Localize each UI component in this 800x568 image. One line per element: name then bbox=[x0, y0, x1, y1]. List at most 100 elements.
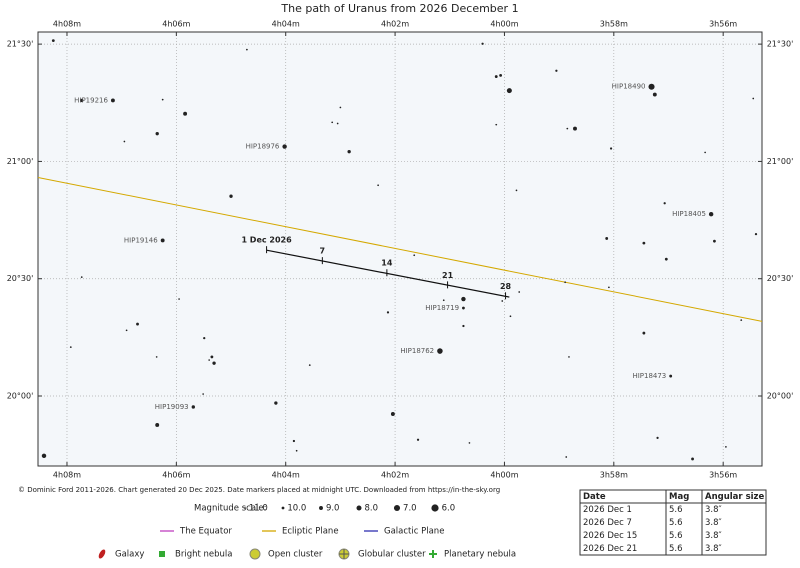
star bbox=[203, 337, 206, 340]
mag-label: 6.0 bbox=[442, 504, 456, 514]
mag-label: 7.0 bbox=[403, 504, 417, 514]
star bbox=[462, 324, 465, 328]
x-tick-label: 4h02m bbox=[381, 471, 409, 480]
table-cell: 2026 Dec 1 bbox=[583, 505, 632, 515]
y-tick-label: 21°30' bbox=[7, 40, 34, 49]
star-label: HIP18473 bbox=[632, 372, 666, 380]
x-tick-label: 3h58m bbox=[600, 471, 628, 480]
star bbox=[518, 291, 521, 293]
star bbox=[565, 456, 568, 458]
legend-label: Ecliptic Plane bbox=[282, 527, 339, 537]
table-cell: 2026 Dec 15 bbox=[583, 531, 637, 541]
x-tick-label: 4h00m bbox=[490, 471, 518, 480]
x-tick-label: 4h04m bbox=[272, 471, 300, 480]
star bbox=[212, 361, 216, 365]
star bbox=[210, 355, 214, 359]
legend-label: Planetary nebula bbox=[444, 550, 516, 560]
star bbox=[656, 436, 659, 439]
star bbox=[499, 74, 503, 77]
x-tick-label: 4h02m bbox=[381, 20, 409, 29]
mag-label: 10.0 bbox=[287, 504, 306, 514]
table-header: Mag bbox=[669, 492, 689, 502]
mag-label: 11.0 bbox=[249, 504, 268, 514]
star bbox=[691, 457, 694, 461]
x-tick-label: 3h58m bbox=[600, 20, 628, 29]
star-label: HIP19093 bbox=[155, 403, 189, 411]
star bbox=[481, 42, 484, 45]
table-cell: 5.6 bbox=[669, 531, 683, 541]
mag-scale-title: Magnitude scale: bbox=[194, 504, 267, 514]
star bbox=[80, 98, 84, 103]
star bbox=[51, 39, 55, 43]
mag-sample bbox=[356, 505, 362, 511]
star bbox=[160, 238, 165, 243]
star-label: HIP19216 bbox=[74, 96, 108, 104]
y-tick-label: 21°00' bbox=[767, 157, 794, 166]
star bbox=[609, 147, 613, 150]
y-tick-label: 20°00' bbox=[7, 392, 34, 401]
star bbox=[331, 121, 334, 124]
star bbox=[155, 356, 158, 358]
table-cell: 3.8″ bbox=[705, 531, 722, 541]
mag-label: 8.0 bbox=[365, 504, 379, 514]
legend-label: The Equator bbox=[179, 527, 232, 537]
chart-title: The path of Uranus from 2026 December 1 bbox=[280, 2, 518, 15]
star bbox=[178, 298, 180, 300]
legend-label: Open cluster bbox=[268, 550, 323, 560]
star bbox=[752, 97, 755, 100]
star bbox=[664, 257, 668, 261]
star-label: HIP19146 bbox=[124, 236, 158, 244]
star bbox=[564, 281, 566, 284]
star bbox=[648, 83, 655, 90]
star bbox=[725, 445, 727, 448]
star bbox=[183, 111, 188, 116]
x-tick-label: 3h56m bbox=[709, 471, 737, 480]
star bbox=[295, 449, 298, 452]
x-tick-label: 3h56m bbox=[709, 20, 737, 29]
x-tick-label: 4h06m bbox=[162, 471, 190, 480]
star bbox=[754, 233, 758, 236]
star bbox=[80, 276, 83, 279]
date-label: 14 bbox=[381, 259, 393, 268]
table-cell: 3.8″ bbox=[705, 505, 722, 515]
mag-sample bbox=[431, 504, 439, 512]
star bbox=[605, 237, 609, 240]
star bbox=[386, 311, 390, 314]
star bbox=[515, 189, 518, 192]
table-cell: 5.6 bbox=[669, 544, 683, 554]
star bbox=[713, 239, 716, 243]
star bbox=[347, 149, 351, 154]
star bbox=[246, 48, 248, 51]
star-label: HIP18976 bbox=[246, 143, 280, 151]
star bbox=[555, 69, 558, 72]
table-cell: 5.6 bbox=[669, 505, 683, 515]
star bbox=[642, 331, 646, 335]
star bbox=[413, 254, 416, 257]
ecliptic-line bbox=[37, 176, 763, 322]
star bbox=[461, 296, 466, 302]
star bbox=[462, 306, 465, 310]
y-tick-label: 21°30' bbox=[767, 40, 794, 49]
star bbox=[501, 300, 504, 302]
star bbox=[390, 412, 395, 416]
star bbox=[509, 315, 512, 318]
star bbox=[125, 329, 128, 332]
table-cell: 2026 Dec 21 bbox=[583, 544, 637, 554]
uranus-path bbox=[266, 249, 510, 298]
x-tick-label: 4h08m bbox=[53, 20, 81, 29]
star bbox=[282, 144, 287, 149]
star bbox=[274, 401, 278, 405]
mag-sample bbox=[281, 506, 285, 510]
table-cell: 5.6 bbox=[669, 518, 683, 528]
star-label: HIP18762 bbox=[400, 347, 434, 355]
table-frame bbox=[579, 489, 767, 556]
star bbox=[202, 393, 204, 395]
star bbox=[229, 194, 233, 198]
star bbox=[155, 422, 160, 427]
date-label: 1 Dec 2026 bbox=[241, 236, 292, 245]
star bbox=[191, 405, 195, 409]
y-tick-label: 20°30' bbox=[767, 274, 794, 283]
star bbox=[308, 364, 311, 366]
star bbox=[663, 202, 666, 205]
